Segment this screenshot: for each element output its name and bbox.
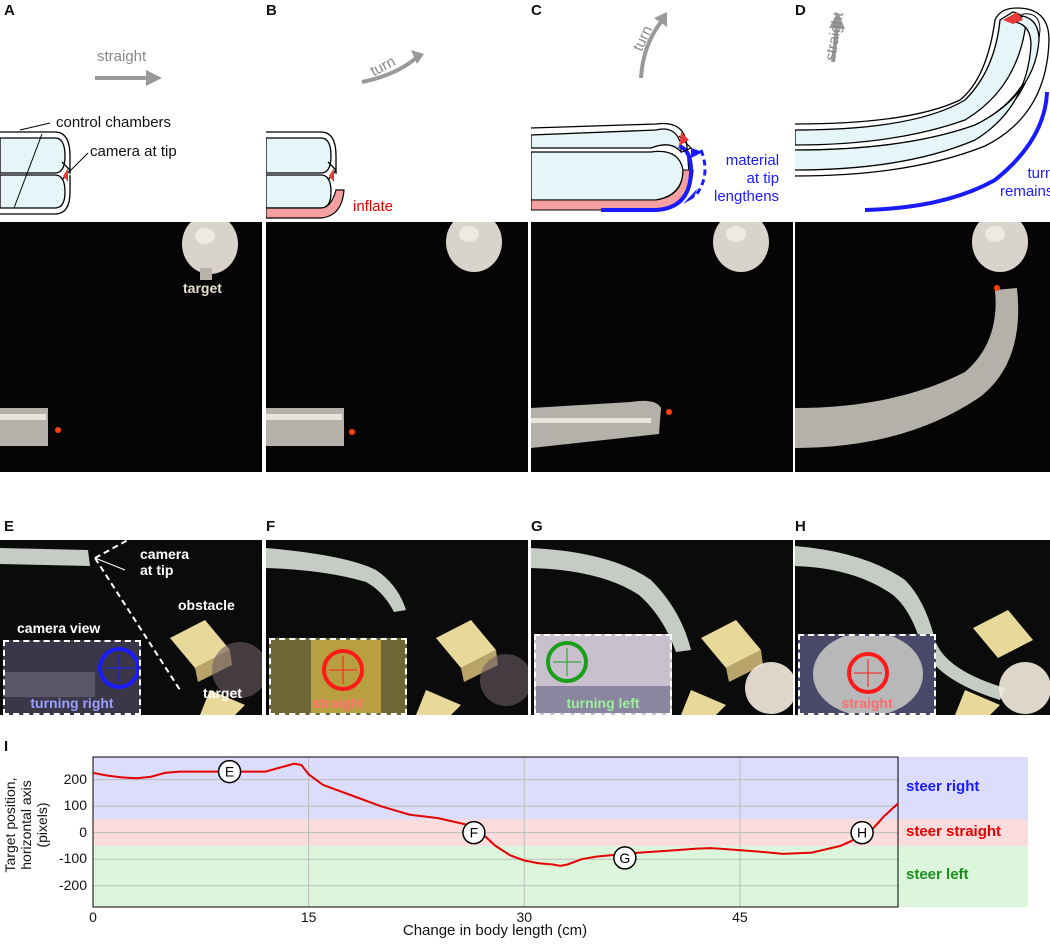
y-tick-label: -100 [58, 850, 87, 867]
x-tick-label: 0 [89, 909, 97, 925]
photo-c [531, 222, 793, 472]
label-target: target [183, 280, 222, 296]
panel-label-c: C [531, 2, 542, 19]
y-tick-label: -200 [58, 876, 87, 893]
inset-camera-view-f: straight [269, 638, 407, 715]
panel-label-g: G [531, 518, 543, 535]
label-inflate: inflate [353, 198, 394, 215]
chart-y-axis-label: Target position, horizontal axis (pixels… [2, 777, 50, 873]
chart-svg: E F G H [92, 756, 1028, 908]
label-camera-at-tip: camera at tip [90, 143, 177, 160]
label-camera-at-tip-e: camera at tip [140, 546, 190, 578]
x-tick-label: 30 [516, 909, 533, 925]
label-turn-remains: turn remains [1000, 165, 1050, 200]
y-tick-label: 0 [79, 823, 87, 840]
inset-text-e: turning right [30, 695, 114, 711]
inset-text-g: turning left [566, 695, 640, 711]
label-control-chambers: control chambers [56, 114, 172, 131]
marker-label-E: E [225, 764, 234, 780]
panel-label-b: B [266, 2, 277, 19]
inset-text-f: straight [312, 695, 364, 711]
photo-g: turning left [531, 540, 793, 715]
photo-a: target [0, 222, 262, 472]
arrow-label-straight-a: straight [97, 48, 147, 65]
label-camera-view: camera view [17, 620, 101, 636]
panel-label-d: D [795, 2, 806, 19]
inset-camera-view-h: straight [798, 634, 936, 715]
photo-f: straight [266, 540, 528, 715]
inset-camera-view-g: turning left [534, 634, 672, 715]
marker-label-F: F [470, 825, 479, 841]
zone-band-0 [93, 757, 1028, 820]
marker-label-H: H [857, 825, 867, 841]
chart-x-axis-label: Change in body length (cm) [402, 922, 588, 939]
marker-circle-H [850, 820, 874, 845]
schematic-d [795, 7, 1050, 212]
label-target-e: target [203, 685, 242, 701]
inset-text-h: straight [841, 695, 893, 711]
schematic-a [0, 70, 162, 215]
y-tick-label: 200 [63, 770, 87, 787]
photo-d [795, 222, 1050, 472]
photo-e: camera at tip obstacle camera view targe… [0, 540, 262, 715]
panel-label-a: A [4, 2, 15, 19]
zone-band-2 [93, 845, 1028, 907]
schematic-b [266, 50, 424, 219]
schematic-c [531, 12, 707, 212]
inset-camera-view-e: turning right [3, 640, 141, 715]
x-tick-label: 15 [300, 909, 317, 925]
x-tick-label: 45 [732, 909, 748, 925]
panel-label-i: I [4, 738, 9, 755]
marker-circle-G [613, 846, 637, 870]
marker-circle-F [462, 820, 486, 845]
photo-b [266, 222, 528, 472]
chart-plot-area: E F G H [92, 756, 1028, 908]
label-material-at-tip-lengthens: material at tip lengthens [714, 152, 780, 205]
photo-h: straight [795, 540, 1050, 715]
zone-label: steer straight [906, 822, 1002, 840]
panel-label-f: F [266, 518, 276, 535]
chart-frame [92, 756, 899, 908]
marker-circle-E [217, 759, 242, 784]
y-tick-label: 100 [63, 797, 87, 814]
series-line-0 [92, 762, 899, 867]
marker-label-G: G [619, 850, 630, 866]
panel-label-h: H [795, 518, 806, 535]
zone-label: steer right [906, 778, 980, 796]
panel-label-e: E [4, 518, 15, 535]
zone-label: steer left [906, 866, 969, 884]
label-obstacle: obstacle [178, 597, 235, 613]
